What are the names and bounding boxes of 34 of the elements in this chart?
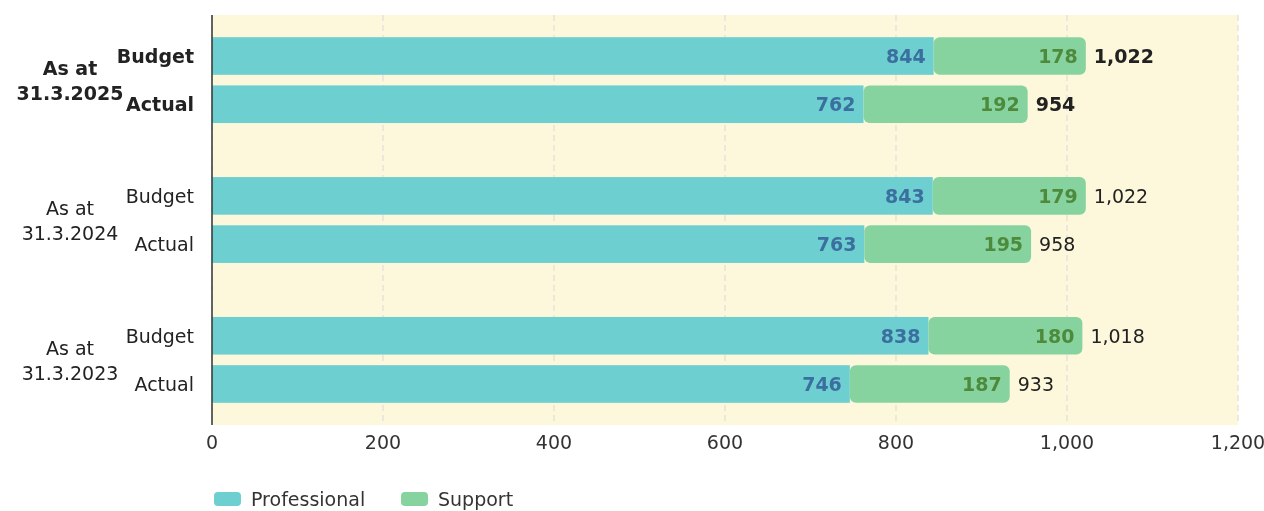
x-tick-label: 200 (364, 431, 402, 453)
data-label: 187 (962, 373, 1002, 395)
y-tick-label: Actual (134, 373, 194, 395)
total-label: 933 (1017, 373, 1054, 395)
total-label: 1,022 (1093, 45, 1154, 67)
data-label: 178 (1038, 45, 1078, 67)
y-tick-label: Budget (125, 324, 194, 347)
data-label: 180 (1034, 324, 1075, 347)
total-label: 1,018 (1090, 324, 1145, 347)
x-tick-label: 1,000 (1039, 431, 1095, 453)
data-label: 838 (880, 324, 921, 347)
data-label: 195 (983, 233, 1024, 256)
y-tick-label: Actual (134, 233, 194, 256)
data-label: 192 (980, 93, 1020, 116)
data-label: 843 (885, 184, 925, 207)
total-label: 954 (1035, 93, 1076, 116)
x-tick-label: 800 (877, 431, 915, 453)
data-label: 763 (816, 233, 857, 256)
text: As at 31.3.2024 (21, 197, 119, 244)
data-label: 746 (802, 373, 842, 395)
total-label: 1,022 (1093, 184, 1149, 207)
x-tick-label: 0 (205, 431, 219, 453)
text: As at 31.3.2023 (21, 336, 119, 384)
legend-label: Professional (251, 488, 366, 510)
x-tick-label: 600 (706, 431, 744, 453)
y-tick-label: Budget (125, 184, 194, 207)
x-tick-label: 1,200 (1210, 431, 1264, 453)
legend-label: Support (438, 488, 514, 510)
y-tick-label: Actual (126, 93, 194, 116)
data-label: 844 (885, 45, 926, 67)
x-tick-label: 400 (535, 431, 573, 453)
total-label: 958 (1039, 233, 1076, 256)
data-label: 762 (815, 93, 856, 116)
data-label: 179 (1038, 184, 1078, 207)
